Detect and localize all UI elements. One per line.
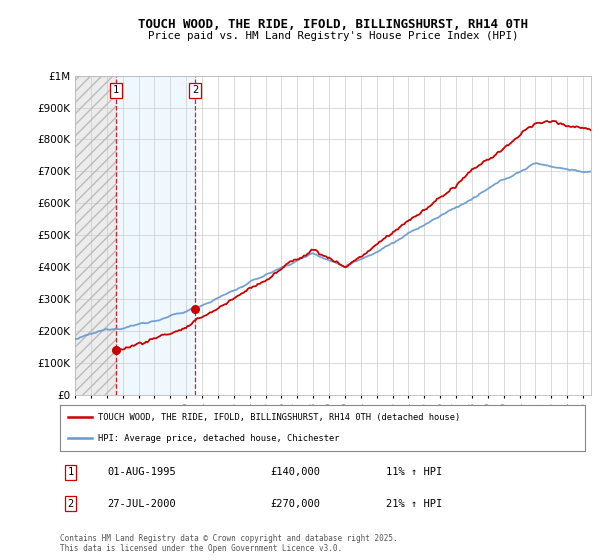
- Text: Contains HM Land Registry data © Crown copyright and database right 2025.
This d: Contains HM Land Registry data © Crown c…: [60, 534, 398, 553]
- Text: 1: 1: [113, 85, 119, 95]
- Text: Price paid vs. HM Land Registry's House Price Index (HPI): Price paid vs. HM Land Registry's House …: [148, 31, 518, 41]
- Text: £270,000: £270,000: [270, 498, 320, 508]
- Text: TOUCH WOOD, THE RIDE, IFOLD, BILLINGSHURST, RH14 0TH: TOUCH WOOD, THE RIDE, IFOLD, BILLINGSHUR…: [138, 18, 528, 31]
- Text: 11% ↑ HPI: 11% ↑ HPI: [386, 467, 442, 477]
- Text: 21% ↑ HPI: 21% ↑ HPI: [386, 498, 442, 508]
- Text: TOUCH WOOD, THE RIDE, IFOLD, BILLINGSHURST, RH14 0TH (detached house): TOUCH WOOD, THE RIDE, IFOLD, BILLINGSHUR…: [98, 413, 460, 422]
- Text: 2: 2: [192, 85, 198, 95]
- Text: £140,000: £140,000: [270, 467, 320, 477]
- Text: 27-JUL-2000: 27-JUL-2000: [107, 498, 176, 508]
- Bar: [75, 76, 116, 395]
- Text: 2: 2: [67, 498, 74, 508]
- Text: 01-AUG-1995: 01-AUG-1995: [107, 467, 176, 477]
- Bar: [75, 76, 116, 395]
- Text: HPI: Average price, detached house, Chichester: HPI: Average price, detached house, Chic…: [98, 434, 340, 443]
- Text: 1: 1: [67, 467, 74, 477]
- Bar: [116, 76, 195, 395]
